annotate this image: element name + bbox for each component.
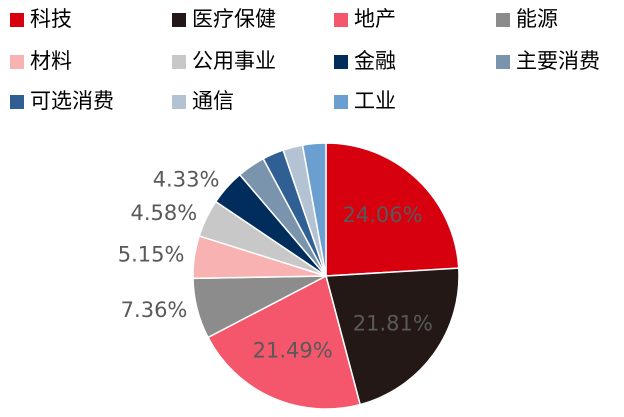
- pie-slice: [325, 142, 460, 277]
- legend-label: 科技: [30, 7, 72, 31]
- data-label: 24.06%: [343, 203, 423, 227]
- legend-label: 可选消费: [30, 89, 114, 113]
- data-label: 4.33%: [153, 168, 220, 192]
- legend-label: 能源: [516, 7, 558, 31]
- legend-label: 金融: [354, 49, 396, 73]
- legend-label: 工业: [354, 89, 396, 113]
- legend-swatch: [10, 13, 24, 27]
- data-label: 7.36%: [121, 298, 188, 322]
- legend-swatch: [10, 55, 24, 69]
- data-label: 21.81%: [353, 311, 433, 335]
- legend-label: 材料: [30, 49, 72, 73]
- legend-label: 通信: [192, 89, 234, 113]
- data-label: 5.15%: [118, 242, 185, 266]
- data-label: 21.49%: [253, 338, 333, 362]
- pie-slice: [325, 267, 460, 406]
- legend-swatch: [334, 13, 348, 27]
- legend-swatch: [334, 95, 348, 109]
- legend-swatch: [172, 55, 186, 69]
- legend-swatch: [10, 95, 24, 109]
- legend-swatch: [496, 13, 510, 27]
- legend-label: 主要消费: [516, 49, 600, 73]
- legend-label: 地产: [354, 7, 396, 31]
- legend-swatch: [172, 95, 186, 109]
- data-label: 4.58%: [131, 201, 198, 225]
- legend-label: 医疗保健: [192, 7, 276, 31]
- legend-swatch: [496, 55, 510, 69]
- legend-swatch: [172, 13, 186, 27]
- pie-slice: [301, 142, 327, 277]
- legend-label: 公用事业: [192, 49, 276, 73]
- legend-swatch: [334, 55, 348, 69]
- pie-slice: [207, 274, 362, 410]
